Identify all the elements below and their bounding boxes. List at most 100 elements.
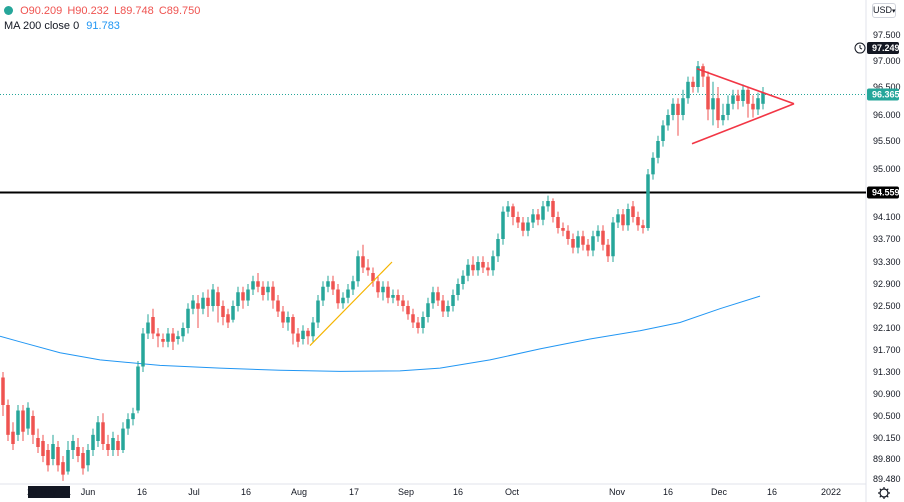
candle-body xyxy=(436,292,440,301)
settings-gear-tooth xyxy=(879,488,882,491)
candle-body xyxy=(366,267,370,271)
candle-body xyxy=(376,281,380,293)
candle-body xyxy=(261,286,265,295)
settings-gear-icon[interactable] xyxy=(879,488,889,498)
candle-body xyxy=(266,286,270,293)
candle-body xyxy=(401,300,405,306)
price-tick-label: 89.480 xyxy=(873,474,901,484)
candle-body xyxy=(81,453,85,469)
candle-body xyxy=(671,103,675,115)
legend-low: L89.748 xyxy=(113,5,154,17)
candle-body xyxy=(686,81,690,99)
triangle-upper-line[interactable] xyxy=(696,68,795,105)
candle-body xyxy=(601,230,605,245)
candle-body xyxy=(681,98,685,115)
candle-body xyxy=(271,286,275,301)
level-price-badge xyxy=(867,186,899,199)
candle-body xyxy=(121,428,125,450)
price-tick-label: 92.100 xyxy=(873,323,901,333)
candle-body xyxy=(356,256,360,282)
candle-body xyxy=(116,441,120,450)
candle-body xyxy=(61,462,65,475)
ma-200-line xyxy=(0,295,761,372)
candle-body xyxy=(181,328,185,337)
trend-line[interactable] xyxy=(309,261,393,347)
price-tick-label: 94.100 xyxy=(873,212,901,222)
settings-gear-tooth xyxy=(879,495,882,498)
candle-body xyxy=(611,222,615,257)
candle-body xyxy=(176,336,180,339)
candle-body xyxy=(166,333,170,342)
candle-body xyxy=(281,311,285,323)
candle-body xyxy=(561,228,565,231)
candle-body xyxy=(56,447,60,466)
candle-body xyxy=(161,339,165,342)
candle-body xyxy=(481,262,485,268)
price-tick-label: 91.700 xyxy=(873,345,901,355)
candle-body xyxy=(156,333,160,337)
candle-body xyxy=(736,95,740,101)
candle-body xyxy=(286,317,290,323)
candle-body xyxy=(201,297,205,309)
ohlc-legend-row: O90.209 H90.232 L89.748 C89.750 xyxy=(4,4,200,19)
candle-body xyxy=(536,214,540,220)
candle-body xyxy=(751,103,755,110)
candle-body xyxy=(551,201,555,217)
candle-body xyxy=(616,214,620,223)
price-tick-label: 90.500 xyxy=(873,411,901,421)
candle-body xyxy=(206,297,210,306)
candle-body xyxy=(26,407,30,429)
candle-body xyxy=(336,289,340,304)
price-tick-label: 93.300 xyxy=(873,257,901,267)
candle-body xyxy=(136,366,140,411)
candle-body xyxy=(16,410,20,435)
time-tick-label: 2022 xyxy=(821,487,841,497)
candle-body xyxy=(306,330,310,337)
candle-body xyxy=(246,289,250,301)
time-tick-label: Jul xyxy=(188,487,200,497)
candle-body xyxy=(11,431,15,444)
candle-body xyxy=(691,81,695,87)
candle-body xyxy=(36,438,40,447)
candle-body xyxy=(31,416,35,435)
candle-body xyxy=(96,422,100,441)
candle-body xyxy=(171,333,175,342)
candle-body xyxy=(411,314,415,323)
candle-body xyxy=(76,447,80,456)
price-tick-label: 89.800 xyxy=(873,454,901,464)
candle-body xyxy=(41,441,45,456)
candle-body xyxy=(471,264,475,271)
ma-legend-row[interactable]: MA 200 close 0 91.783 xyxy=(4,19,200,34)
time-tick-label: 16 xyxy=(767,487,777,497)
currency-button[interactable]: USD▾ xyxy=(872,3,896,18)
candle-body xyxy=(491,256,495,271)
price-tick-label: 92.900 xyxy=(873,279,901,289)
price-tick-label: 95.000 xyxy=(873,164,901,174)
time-tick-label: 20 May '21 xyxy=(27,487,71,497)
candle-body xyxy=(426,303,430,317)
candle-body xyxy=(696,66,700,87)
ma-indicator-value: 91.783 xyxy=(86,20,120,32)
candle-body xyxy=(141,333,145,367)
candle-body xyxy=(746,89,750,104)
candle-body xyxy=(666,115,670,126)
candle-body xyxy=(446,306,450,312)
candle-body xyxy=(296,333,300,342)
candle-body xyxy=(131,413,135,420)
candle-body xyxy=(431,292,435,304)
candle-body xyxy=(631,206,635,217)
time-tick-label: Jun xyxy=(81,487,96,497)
price-tick-label: 92.500 xyxy=(873,301,901,311)
triangle-lower-line[interactable] xyxy=(691,103,795,145)
candle-body xyxy=(606,244,610,257)
currency-label: USD xyxy=(873,5,893,15)
candle-body xyxy=(46,450,50,466)
candle-body xyxy=(101,422,105,444)
ma-indicator-label[interactable]: MA 200 close 0 xyxy=(4,20,80,32)
candle-body xyxy=(351,281,355,290)
time-tick-label: Aug xyxy=(291,487,307,497)
candle-body xyxy=(421,317,425,328)
candle-body xyxy=(451,295,455,306)
time-cursor-badge xyxy=(28,486,70,498)
